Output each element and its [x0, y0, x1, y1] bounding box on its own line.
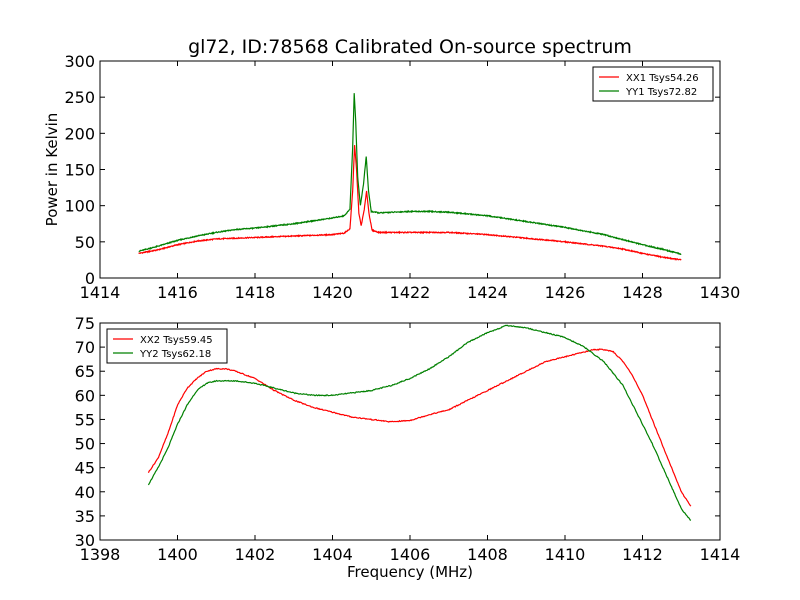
y-tick-label: 150: [64, 161, 95, 180]
y-tick-label: 0: [85, 269, 95, 288]
series-line-yy1: [138, 93, 682, 255]
y-tick-label: 40: [75, 483, 95, 502]
bottom-spectrum-panel: 1398 1400 1402 1404 1406 1408 1410 1412 1414 30 35…: [75, 314, 741, 581]
x-tick-label: 1406: [390, 545, 431, 564]
y-axis-label: Power in Kelvin: [43, 113, 61, 227]
x-tick-label: 1404: [312, 545, 353, 564]
x-tick-label: 1416: [157, 283, 198, 302]
y-tick-label: 35: [75, 507, 95, 526]
x-tick-label: 1422: [390, 283, 431, 302]
series-line-xx1: [138, 145, 682, 261]
legend-label: YY1 Tsys72.82: [625, 87, 697, 98]
legend-box: [592, 66, 714, 102]
y-tick-label: 60: [75, 386, 95, 405]
y-tick-label: 50: [75, 233, 95, 252]
series-line-xx2: [147, 348, 692, 507]
y-tick-label: 200: [64, 124, 95, 143]
legend-label: YY2 Tsys62.18: [139, 349, 211, 360]
x-tick-label: 1418: [235, 283, 276, 302]
x-tick-label: 1398: [80, 545, 121, 564]
y-tick-label: 70: [75, 338, 95, 357]
legend: XX1 Tsys54.26 YY1 Tsys72.82: [592, 66, 714, 102]
series-line-yy2: [147, 324, 692, 521]
x-tick-label: 1430: [700, 283, 741, 302]
legend-box: [106, 328, 228, 364]
top-spectrum-panel: 1414 1416 1418 1420 1422 1424 1426 1428 1430 0 50 1…: [43, 52, 740, 302]
y-tick-label: 65: [75, 362, 95, 381]
y-tick-label: 45: [75, 459, 95, 478]
legend-label: XX2 Tsys59.45: [140, 335, 213, 346]
y-tick-label: 55: [75, 410, 95, 429]
x-tick-label: 1428: [622, 283, 663, 302]
y-tick-label: 250: [64, 88, 95, 107]
x-axis-label: Frequency (MHz): [347, 563, 473, 581]
x-tick-label: 1424: [467, 283, 508, 302]
y-tick-label: 75: [75, 314, 95, 333]
x-tick-label: 1408: [467, 545, 508, 564]
x-tick-label: 1420: [312, 283, 353, 302]
y-tick-label: 300: [64, 52, 95, 71]
x-tick-label: 1426: [545, 283, 586, 302]
y-tick-label: 50: [75, 435, 95, 454]
x-tick-label: 1402: [235, 545, 276, 564]
x-tick-label: 1414: [700, 545, 741, 564]
chart-title: gl72, ID:78568 Calibrated On-source spec…: [188, 36, 632, 58]
x-tick-label: 1410: [545, 545, 586, 564]
y-tick-label: 30: [75, 531, 95, 550]
x-tick-label: 1412: [622, 545, 663, 564]
legend-label: XX1 Tsys54.26: [626, 73, 699, 84]
x-tick-label: 1400: [157, 545, 198, 564]
x-tick-label: 1414: [80, 283, 121, 302]
y-tick-label: 100: [64, 197, 95, 216]
legend: XX2 Tsys59.45 YY2 Tsys62.18: [106, 328, 228, 364]
